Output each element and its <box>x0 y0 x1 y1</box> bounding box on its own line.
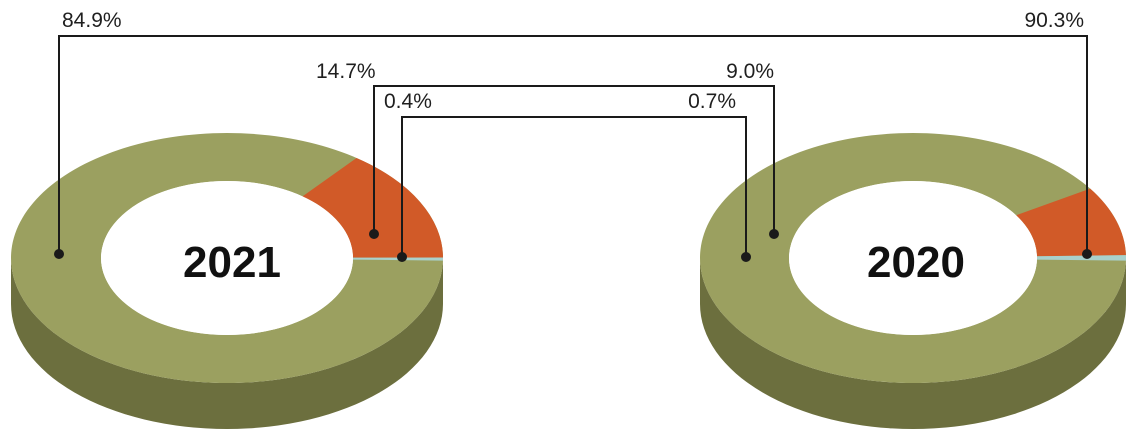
donut-2020-side <box>700 258 1126 429</box>
leader-2021-teal-to-2020-teal <box>401 116 747 257</box>
label-2020-green: 90.3% <box>1024 9 1084 32</box>
donut-2021-hole <box>101 181 353 335</box>
donut-title-2021: 2021 <box>183 238 281 287</box>
donut-2021 <box>10 133 443 429</box>
donut-2021-side <box>11 258 443 429</box>
donut-title-2020: 2020 <box>867 238 965 287</box>
marker-2020-teal <box>741 252 751 262</box>
donut-2020 <box>700 133 1126 429</box>
leader-2021-orange-to-2020-orange <box>373 85 775 234</box>
leader-2021-green-to-2020-green <box>58 35 1088 254</box>
label-2021-teal: 0.4% <box>384 90 432 113</box>
donut-2020-hole <box>789 181 1037 335</box>
label-2021-green: 84.9% <box>62 9 122 32</box>
donut-2020-slice-orange <box>1016 188 1126 257</box>
label-2020-teal: 0.7% <box>688 90 736 113</box>
marker-2020-orange <box>769 229 779 239</box>
donut-2020-slice-green <box>700 133 1126 384</box>
marker-2021-teal <box>397 252 407 262</box>
marker-2021-orange <box>369 229 379 239</box>
marker-2021-green <box>54 249 64 259</box>
donut-2021-slice-orange <box>302 157 443 258</box>
label-2020-orange: 9.0% <box>726 60 774 83</box>
marker-2020-green <box>1082 249 1092 259</box>
donut-group <box>10 133 1126 429</box>
label-2021-orange: 14.7% <box>316 60 376 83</box>
donut-2020-slice-teal <box>1036 255 1126 261</box>
